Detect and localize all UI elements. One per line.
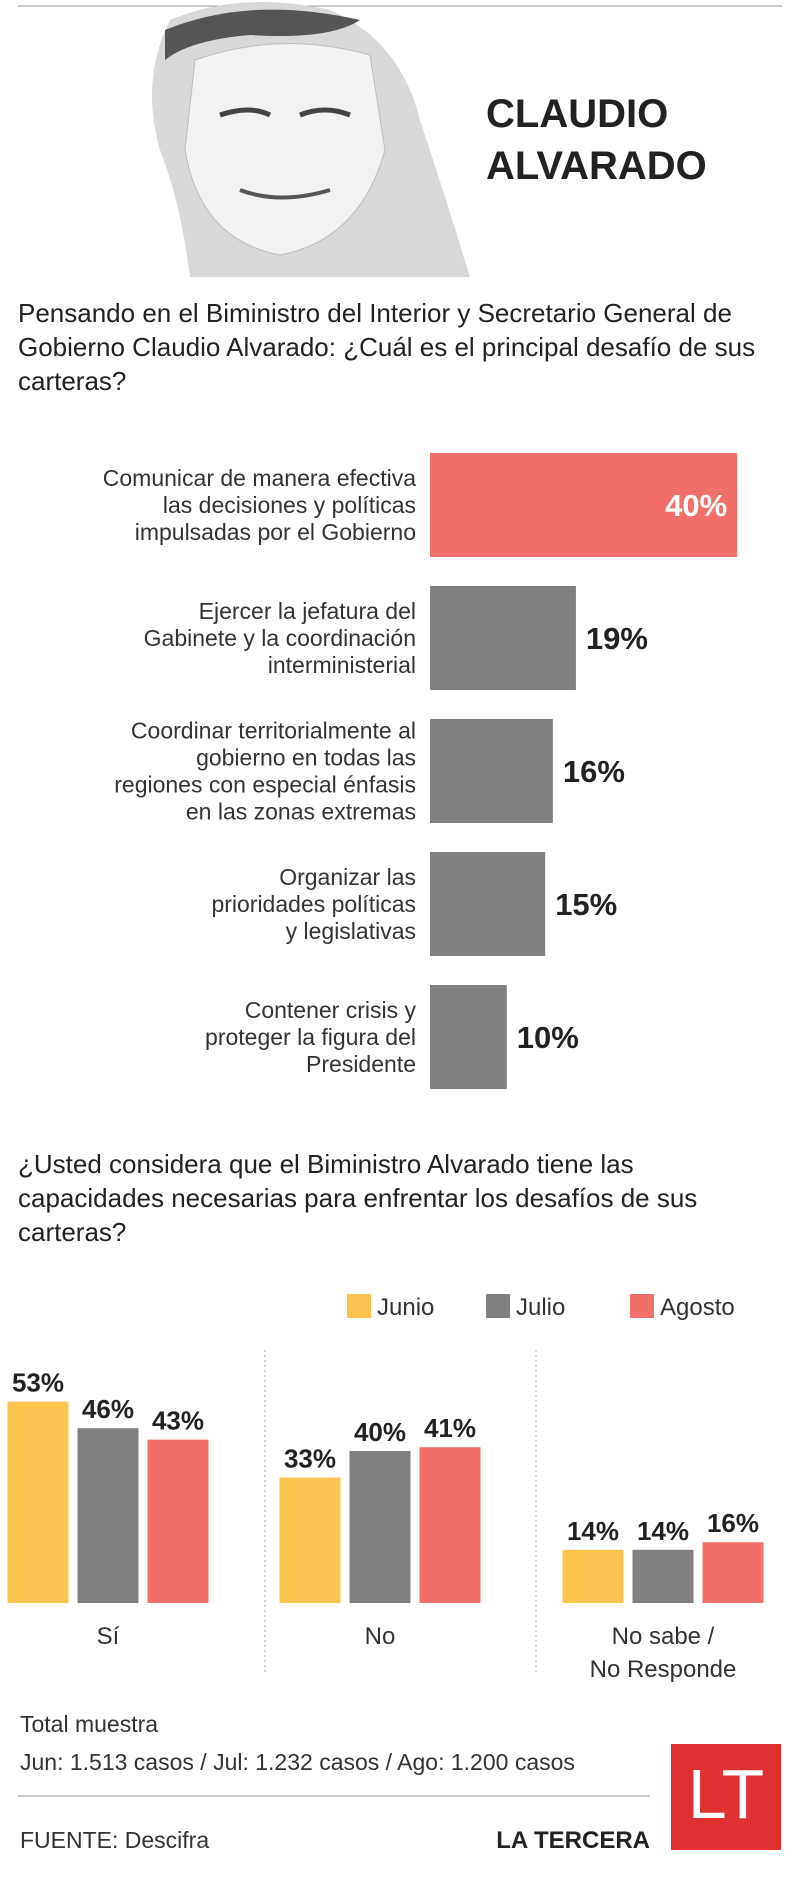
logo-box — [671, 1744, 781, 1850]
category-label: No — [365, 1623, 396, 1650]
value-label: 41% — [424, 1413, 476, 1443]
question-1: Pensando en el Biministro del Interior y… — [18, 298, 756, 396]
value-label: 19% — [586, 621, 648, 656]
category-label: proteger la figura del — [205, 1024, 416, 1050]
category-label: prioridades políticas — [211, 891, 416, 917]
category-label: No sabe / — [612, 1623, 715, 1650]
value-label: 40% — [665, 488, 727, 523]
value-label: 46% — [82, 1394, 134, 1424]
logo: LT — [688, 1755, 765, 1833]
value-label: 33% — [284, 1444, 336, 1474]
bar — [430, 586, 576, 690]
value-label: 16% — [563, 754, 625, 789]
category-label: impulsadas por el Gobierno — [135, 519, 416, 545]
question-2: ¿Usted considera que el Biministro Alvar… — [18, 1149, 698, 1247]
bar — [632, 1549, 694, 1603]
value-label: 15% — [555, 887, 617, 922]
category-label: Gabinete y la coordinación — [144, 625, 416, 651]
value-label: 10% — [517, 1020, 579, 1055]
value-label: 14% — [637, 1516, 689, 1546]
portrait — [152, 2, 470, 277]
bar — [7, 1401, 69, 1603]
category-label: y legislativas — [286, 918, 416, 944]
value-label: 53% — [12, 1368, 64, 1398]
bar — [430, 719, 553, 823]
bar — [147, 1439, 209, 1603]
value-label: 14% — [567, 1516, 619, 1546]
value-label: 40% — [354, 1417, 406, 1447]
category-label: Sí — [97, 1623, 120, 1650]
bar — [279, 1477, 341, 1603]
legend-label: Agosto — [660, 1294, 735, 1321]
bar — [430, 852, 546, 956]
legend-swatch — [486, 1294, 510, 1318]
source: FUENTE: Descifra — [20, 1827, 209, 1853]
bar — [77, 1428, 139, 1603]
bar — [419, 1447, 481, 1603]
category-label: Presidente — [306, 1051, 416, 1077]
value-label: 16% — [707, 1508, 759, 1538]
sample: Jun: 1.513 casos / Jul: 1.232 casos / Ag… — [20, 1749, 575, 1775]
category-label: No Responde — [590, 1656, 737, 1683]
bar — [562, 1549, 624, 1603]
bar — [702, 1542, 764, 1603]
bar — [349, 1451, 411, 1603]
category-label: en las zonas extremas — [186, 799, 416, 825]
legend-label: Julio — [516, 1294, 565, 1321]
category-label: gobierno en todas las — [196, 745, 416, 771]
name-line: CLAUDIO — [486, 92, 668, 136]
category-label: Comunicar de manera efectiva — [103, 465, 416, 491]
category-label: interministerial — [268, 652, 416, 678]
category-label: Ejercer la jefatura del — [199, 598, 416, 624]
category-label: Contener crisis y — [245, 997, 417, 1023]
bar — [430, 453, 738, 557]
brand: LA TERCERA — [496, 1827, 650, 1854]
name-line: ALVARADO — [486, 144, 707, 188]
legend-swatch — [630, 1294, 654, 1318]
legend-label: Junio — [377, 1294, 434, 1321]
category-label: regiones con especial énfasis — [114, 772, 416, 798]
category-label: las decisiones y políticas — [163, 492, 416, 518]
bar — [430, 985, 507, 1089]
person-name: CLAUDIO ALVARADO — [486, 92, 707, 188]
value-label: 43% — [152, 1406, 204, 1436]
legend-swatch — [347, 1294, 371, 1318]
category-label: Coordinar territorialmente al — [131, 718, 416, 744]
sample-title: Total muestra — [20, 1711, 158, 1737]
category-label: Organizar las — [279, 864, 416, 890]
